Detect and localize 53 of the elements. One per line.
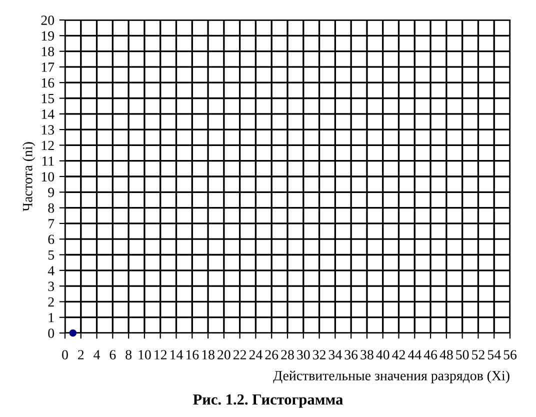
y-axis-title: Частота (ni)	[22, 142, 36, 212]
x-tick-label: 22	[233, 350, 246, 360]
x-tick-label: 32	[313, 350, 326, 360]
x-tick-label: 56	[504, 350, 517, 360]
x-tick-label: 2	[78, 350, 84, 360]
x-tick-label: 14	[170, 350, 183, 360]
y-tick-label: 3	[48, 282, 54, 292]
x-tick-label: 44	[408, 350, 422, 360]
x-tick-label: 30	[297, 350, 310, 360]
y-tick-label: 4	[48, 266, 54, 276]
x-tick-label: 34	[328, 350, 342, 360]
y-tick-label: 6	[48, 234, 54, 244]
x-tick-label: 0	[62, 350, 68, 360]
x-tick-label: 48	[440, 350, 453, 360]
y-tick-label: 16	[42, 78, 54, 88]
y-tick-label: 14	[42, 110, 54, 119]
y-tick-label: 9	[48, 188, 54, 198]
x-tick-label: 12	[154, 350, 167, 360]
y-tick-label: 10	[42, 172, 54, 182]
x-tick-label: 40	[376, 350, 390, 360]
x-tick-label: 38	[360, 350, 374, 360]
x-tick-label: 46	[424, 350, 438, 360]
y-tick-label: 1	[48, 313, 54, 322]
y-tick-label: 13	[42, 125, 54, 135]
x-tick-label: 10	[138, 350, 151, 360]
x-tick-label: 8	[126, 350, 132, 360]
y-tick-label: 19	[42, 31, 54, 41]
x-tick-label: 20	[218, 350, 230, 360]
x-tick-label: 42	[392, 350, 405, 360]
x-tick-label: 28	[281, 350, 294, 360]
text: Рис. 1.2. Гистограмма	[193, 394, 343, 408]
x-tick-label: 52	[472, 350, 484, 360]
x-tick-label: 4	[94, 350, 100, 360]
y-tick-label: 20	[41, 16, 54, 25]
x-tick-label: 24	[249, 350, 262, 360]
y-tick-label: 0	[48, 328, 54, 338]
x-axis-title: Действительные значения разрядов (Xi)	[273, 370, 510, 384]
y-tick-label: 17	[42, 62, 54, 72]
y-tick-label: 5	[48, 250, 54, 260]
x-tick-label: 6	[110, 350, 116, 360]
y-tick-label: 15	[42, 94, 54, 104]
x-tick-label: 50	[456, 350, 469, 360]
y-tick-label: 18	[42, 46, 54, 56]
y-tick-label: 2	[48, 297, 54, 307]
y-tick-label: 12	[42, 140, 54, 150]
y-tick-label: 11	[42, 156, 54, 166]
x-tick-label: 36	[344, 350, 358, 360]
x-tick-label: 18	[202, 350, 214, 360]
y-tick-label: 8	[48, 203, 54, 213]
x-tick-label: 54	[488, 350, 501, 360]
x-tick-label: 26	[265, 350, 278, 360]
x-tick-label: 16	[186, 350, 199, 360]
y-tick-label: 7	[48, 219, 54, 228]
